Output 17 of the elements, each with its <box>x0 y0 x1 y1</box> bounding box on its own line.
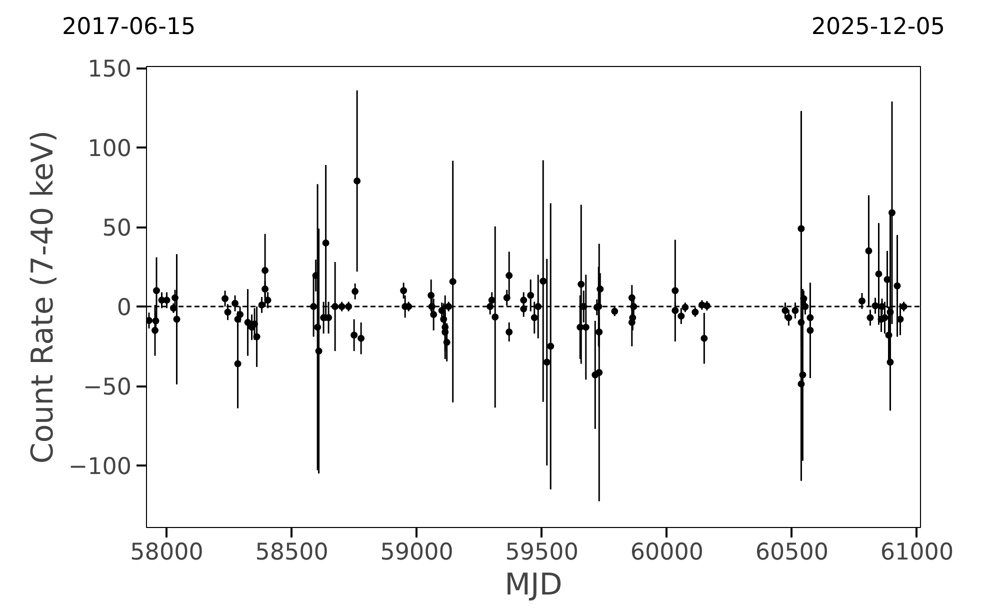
y-tick-label: 50 <box>102 216 132 242</box>
x-axis-title: MJD <box>504 568 562 602</box>
x-tick-label: 59500 <box>505 540 578 566</box>
x-tick-label: 59000 <box>380 540 454 566</box>
x-tick-label: 58500 <box>255 540 328 566</box>
text: 2017-06-15 <box>62 13 196 42</box>
y-tick-label: 0 <box>116 295 132 322</box>
y-tick-label: 100 <box>88 136 132 162</box>
x-tick-label: 61000 <box>880 540 954 566</box>
x-tick-label: 58000 <box>130 540 204 566</box>
x-tick-label: 60000 <box>630 540 704 566</box>
text: 2025-12-05 <box>811 13 945 42</box>
y-tick-label: −50 <box>82 374 132 401</box>
y-tick-label: −100 <box>68 454 132 480</box>
y-axis-title: Count Rate (7-40 keV) <box>25 130 60 464</box>
x-tick-label: 60500 <box>755 540 829 566</box>
y-tick-label: 150 <box>88 56 132 83</box>
